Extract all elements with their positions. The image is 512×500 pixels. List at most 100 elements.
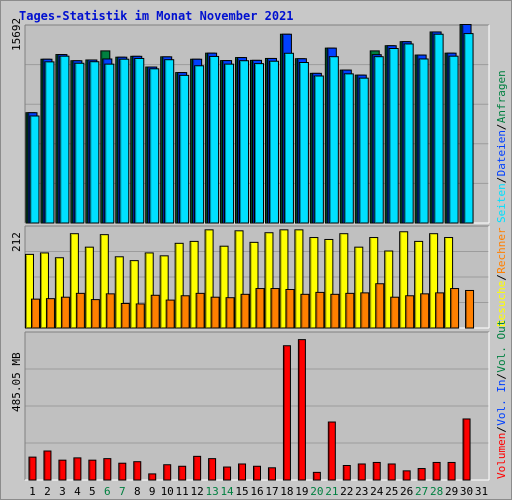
bar-rechner-day-23 — [360, 292, 370, 329]
bar-seiten-day-27 — [418, 58, 429, 224]
bar-seiten-day-2 — [44, 61, 55, 224]
bar-seiten-day-28 — [433, 33, 444, 224]
bar-volumen-day-20 — [312, 471, 321, 481]
bar-volumen-day-8 — [133, 461, 142, 481]
bar-rechner-day-7 — [120, 302, 130, 329]
bar-besuche-day-12 — [189, 240, 199, 329]
x-tick-day-22: 22 — [340, 485, 353, 498]
bar-besuche-day-17 — [264, 232, 274, 329]
x-tick-day-25: 25 — [385, 485, 398, 498]
legend-separator: / — [495, 426, 508, 433]
bar-besuche-day-28 — [429, 233, 439, 329]
bar-volumen-day-7 — [118, 462, 127, 481]
bar-volumen-day-15 — [238, 463, 247, 481]
bar-rechner-day-5 — [90, 299, 100, 329]
bar-seiten-day-23 — [358, 77, 369, 224]
x-tick-day-5: 5 — [89, 485, 96, 498]
x-tick-day-20: 20 — [310, 485, 323, 498]
bar-rechner-day-2 — [45, 298, 55, 329]
bar-rechner-day-28 — [435, 292, 445, 329]
x-tick-day-23: 23 — [355, 485, 368, 498]
bar-volumen-day-23 — [357, 463, 366, 481]
bar-seiten-day-16 — [254, 63, 264, 224]
bar-volumen-day-10 — [163, 464, 172, 481]
bar-seiten-day-17 — [268, 60, 279, 224]
bar-besuche-day-27 — [414, 240, 424, 329]
bar-seiten-day-13 — [209, 55, 220, 224]
x-tick-day-12: 12 — [191, 485, 204, 498]
bar-besuche-day-7 — [114, 256, 124, 329]
bar-volumen-day-30 — [462, 418, 471, 481]
x-tick-day-19: 19 — [295, 485, 308, 498]
bar-besuche-day-22 — [339, 233, 349, 329]
bar-rechner-day-19 — [300, 293, 310, 329]
bar-rechner-day-15 — [240, 293, 250, 329]
bar-volumen-day-13 — [208, 458, 217, 481]
bar-besuche-day-19 — [294, 229, 304, 329]
bar-besuche-day-21 — [324, 238, 334, 329]
legend-vol-out: Vol. Out — [495, 320, 508, 373]
bar-besuche-day-13 — [204, 229, 214, 329]
bar-rechner-day-1 — [30, 298, 40, 329]
bar-seiten-day-8 — [134, 57, 145, 224]
y-max-label: 485.05 MB — [10, 352, 23, 412]
x-tick-day-3: 3 — [59, 485, 66, 498]
bar-seiten-day-5 — [89, 61, 100, 224]
x-tick-day-21: 21 — [325, 485, 338, 498]
bar-rechner-day-30 — [465, 289, 475, 329]
bar-besuche-day-6 — [99, 234, 109, 329]
x-tick-day-6: 6 — [104, 485, 111, 498]
bar-volumen-day-19 — [297, 339, 306, 481]
bar-rechner-day-22 — [345, 292, 355, 329]
x-tick-day-17: 17 — [265, 485, 278, 498]
bar-rechner-day-21 — [330, 293, 340, 329]
bar-besuche-day-10 — [159, 255, 169, 329]
bar-seiten-day-20 — [313, 75, 324, 224]
bar-besuche-day-5 — [84, 246, 94, 329]
bar-besuche-day-20 — [309, 237, 319, 329]
legend-separator: / — [495, 373, 508, 380]
bar-rechner-day-24 — [375, 283, 385, 329]
bar-volumen-day-5 — [88, 459, 97, 481]
bar-seiten-day-10 — [164, 59, 175, 224]
legend-vol-in: Vol. In — [495, 379, 508, 425]
bar-volumen-day-9 — [148, 473, 157, 481]
x-tick-day-8: 8 — [134, 485, 141, 498]
y-max-label: 15692 — [10, 18, 23, 51]
bar-seiten-day-9 — [149, 68, 160, 224]
bar-besuche-day-29 — [444, 237, 454, 329]
legend-rechner: Rechner — [495, 227, 508, 274]
bar-rechner-day-25 — [390, 296, 400, 329]
bar-rechner-day-20 — [315, 291, 325, 329]
legend-dateien: Dateien — [495, 130, 508, 176]
bar-rechner-day-3 — [60, 296, 70, 329]
bar-volumen-day-22 — [342, 465, 351, 481]
legend-separator: / — [495, 274, 508, 281]
bar-rechner-day-4 — [75, 292, 85, 329]
bar-volumen-day-1 — [28, 456, 37, 481]
bar-seiten-day-12 — [194, 65, 205, 224]
bar-seiten-day-11 — [179, 74, 190, 224]
bar-rechner-day-9 — [150, 294, 160, 329]
bar-besuche-day-24 — [369, 237, 379, 329]
bar-volumen-day-12 — [193, 455, 202, 481]
bar-volumen-day-14 — [223, 466, 232, 481]
bar-volumen-day-25 — [387, 463, 396, 481]
x-tick-day-29: 29 — [445, 485, 458, 498]
bar-rechner-day-8 — [135, 303, 145, 329]
x-tick-day-13: 13 — [205, 485, 218, 498]
bar-rechner-day-17 — [270, 288, 280, 329]
bar-volumen-day-28 — [432, 461, 441, 481]
bar-volumen-day-27 — [417, 468, 426, 481]
legend-anfragen: Anfragen — [495, 70, 508, 123]
x-tick-day-1: 1 — [29, 485, 36, 498]
x-tick-day-10: 10 — [161, 485, 174, 498]
bar-volumen-day-26 — [402, 470, 411, 481]
x-tick-day-11: 11 — [176, 485, 189, 498]
legend-seiten: Seiten — [495, 183, 508, 223]
x-tick-day-9: 9 — [149, 485, 156, 498]
legend-besuche: Besuche — [495, 281, 508, 327]
bar-besuche-day-11 — [174, 242, 184, 329]
